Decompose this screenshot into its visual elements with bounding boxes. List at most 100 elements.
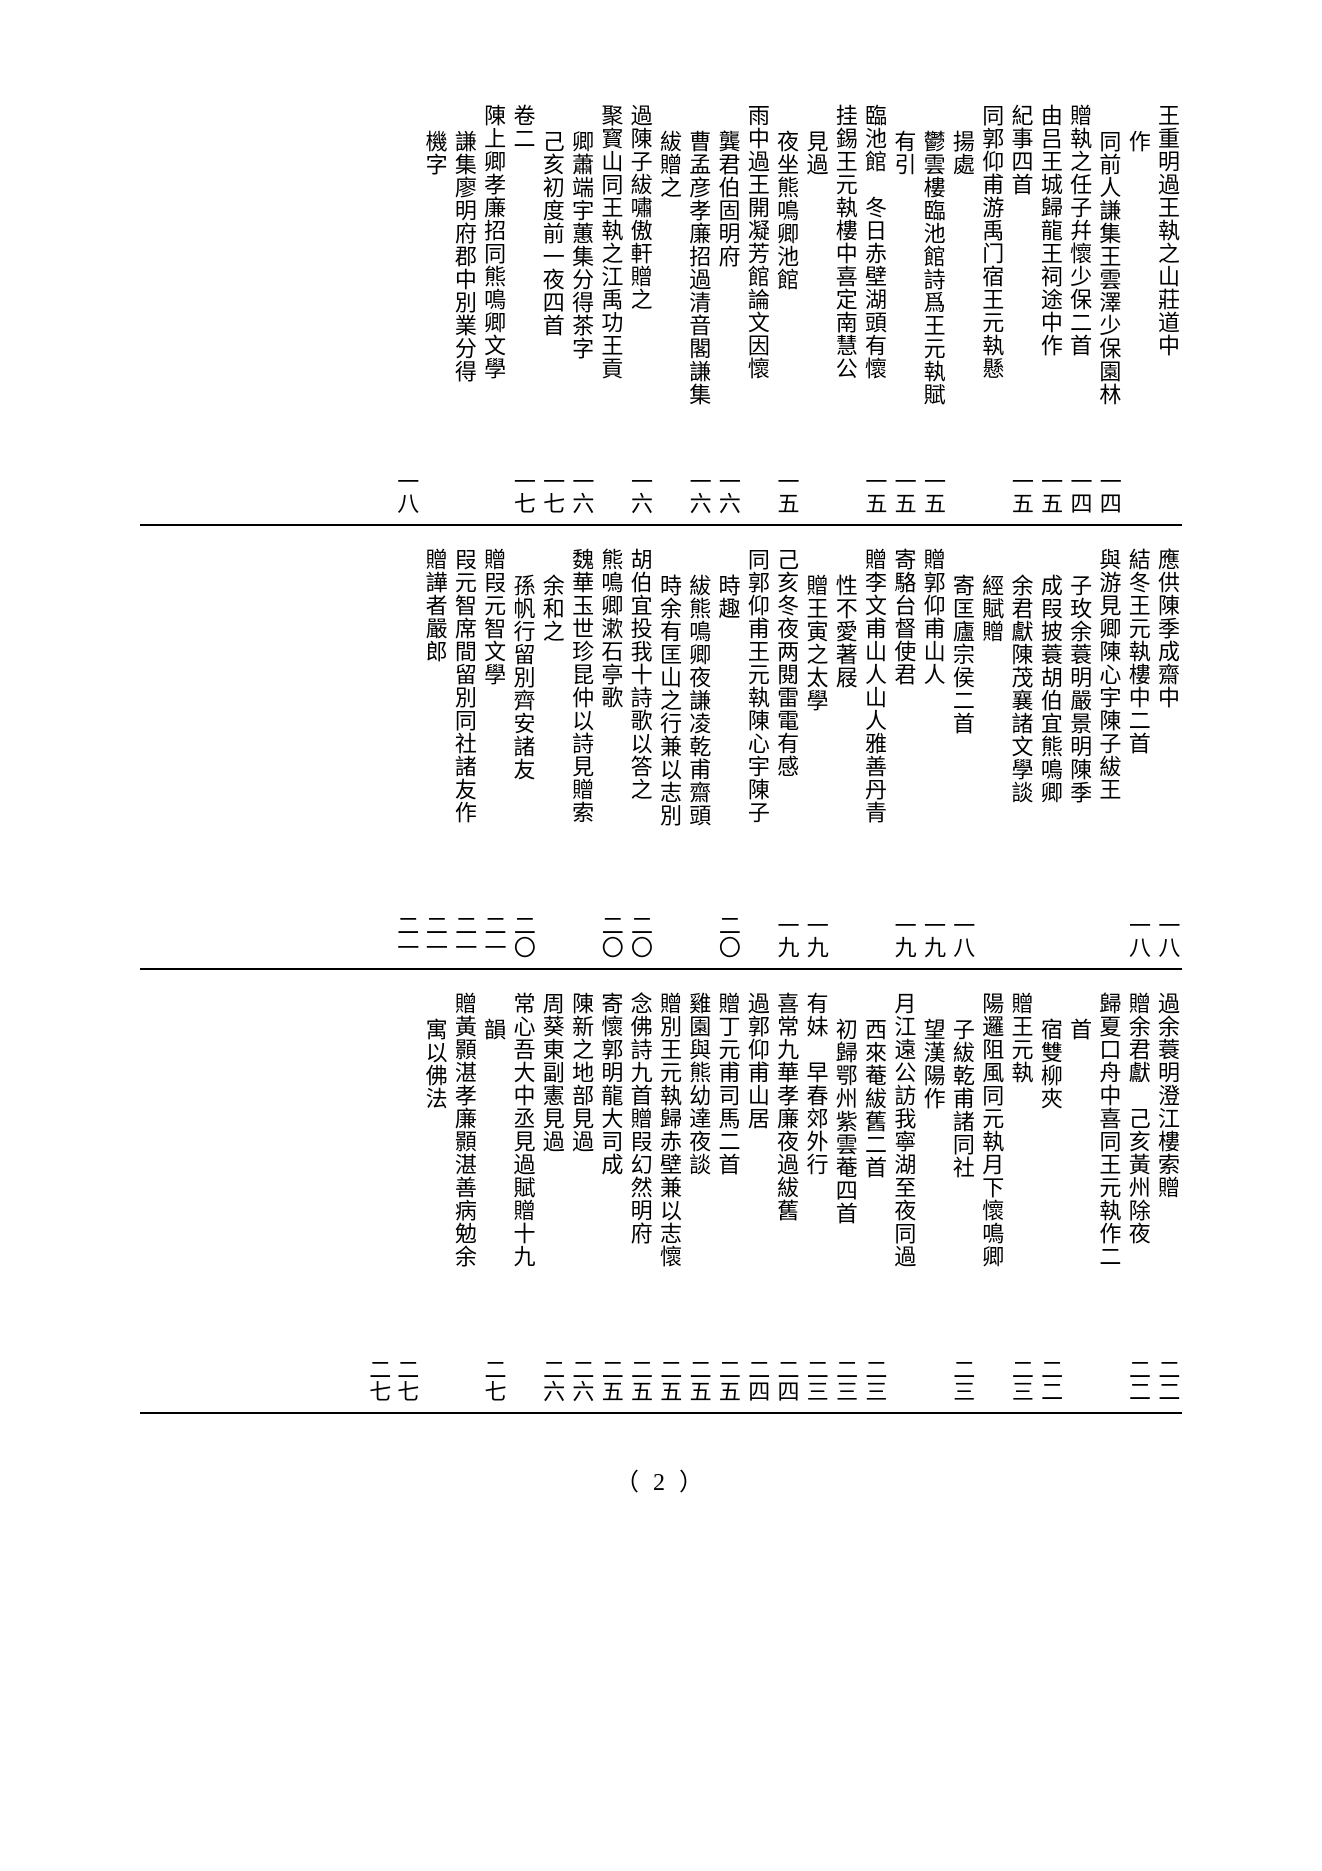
toc-entry-title: 挂錫王元執樓中喜定南慧公 [832,104,857,380]
toc-page-number: 一六 [688,470,710,514]
toc-entry-title: 子玫余蓑明嚴景明陳季 [1067,548,1092,804]
toc-title-area: 陽邏阻風同元執月下懷鳴卿 [979,988,1004,1352]
toc-page-area: 二二 [1039,1358,1061,1402]
toc-title-area: 贈譁者嚴郎 [422,544,447,908]
toc-title-area: 過郭仰甫山居 [745,988,770,1352]
toc-page-number: 二五 [629,1358,651,1402]
toc-page-number: 二一 [453,914,475,958]
toc-entry-title: 己亥冬夜两閱雷電有感 [774,548,799,778]
toc-entry-title: 宿雙柳夾 [1038,992,1063,1110]
toc-title-area: 王重明過王執之山莊道中 [1155,100,1180,464]
toc-page-area: 二〇 [717,914,739,958]
toc-entry-title: 過余蓑明澄江樓索贈 [1155,992,1180,1199]
toc-entry-title: 時余有匡山之行兼以志別 [657,548,682,827]
toc-page-area: 一五 [893,470,915,514]
toc-page-number: 二〇 [512,914,534,958]
toc-title-area: 西來菴紱舊二首 [862,988,887,1352]
toc-entry-title: 西來菴紱舊二首 [862,992,887,1179]
toc-page-area: 一五 [863,470,885,514]
toc-entry-column: 同前人謙集王雲澤少保園林一四 [1096,100,1121,514]
toc-entry-column: 性不愛著屐 [832,544,857,958]
toc-title-area: 胡伯宜投我十詩歌以答之 [627,544,652,908]
toc-entry-column: 雨中過王開凝芳館論文因懷 [745,100,770,514]
toc-page-area: 二一 [395,914,417,958]
toc-entry-column: 與游見卿陳心宇陳子紱王 [1096,544,1121,958]
toc-entry-title: 紱熊鳴卿夜謙凌乾甫齋頭 [686,548,711,827]
toc-entry-title: 常心吾大中丞見過賦贈十九 [510,992,535,1268]
toc-page-area: 一九 [922,914,944,958]
toc-title-area: 紀事四首 [1008,100,1033,464]
toc-entry-column: 喜常九華孝廉夜過紱舊二四 [774,988,799,1402]
toc-title-area: 望漢陽作 [920,988,945,1352]
toc-entry-title: 孫帆行留別齊安諸友 [510,548,535,781]
toc-entry-column: 常心吾大中丞見過賦贈十九 [510,988,535,1402]
toc-entry-column: 贈李文甫山人山人雅善丹青 [862,544,887,958]
toc-entry-title: 贈譁者嚴郎 [422,548,447,663]
toc-title-area: 陳新之地部見過 [569,988,594,1352]
toc-page-area: 一五 [1010,470,1032,514]
toc-title-area: 由吕王城歸龍王祠途中作 [1038,100,1063,464]
toc-entry-column: 贈執之任子幷懷少保二首一四 [1067,100,1092,514]
toc-page-number: 二三 [863,1358,885,1402]
toc-page-number: 二五 [717,1358,739,1402]
toc-entry-title: 望漢陽作 [920,992,945,1110]
toc-entry-column: 紱贈之 [657,100,682,514]
toc-page-area: 一八 [395,470,417,514]
toc-title-area: 魏華玉世珍昆仲以詩見贈索 [569,544,594,908]
toc-entry-column: 陳新之地部見過二六 [569,988,594,1402]
toc-entry-column: 臨池館 冬日赤壁湖頭有懷一五 [862,100,887,514]
toc-page-number: 一五 [893,470,915,514]
toc-title-area: 同郭仰甫王元執陳心宇陳子 [745,544,770,908]
toc-entry-column: 寄匡廬宗侯二首一八 [950,544,975,958]
toc-title-area: 同郭仰甫游禹门宿王元執懸 [979,100,1004,464]
toc-page-number: 二五 [688,1358,710,1402]
toc-page-number: 一五 [922,470,944,514]
toc-title-area: 常心吾大中丞見過賦贈十九 [510,988,535,1352]
toc-page-area: 二三 [834,1358,856,1402]
toc-page-number: 二二 [1039,1358,1061,1402]
toc-title-area: 歸夏口舟中喜同王元執作二 [1096,988,1121,1352]
toc-page-area: 一四 [1098,470,1120,514]
toc-entry-column: 贈余君獻 己亥黃州除夜二二 [1125,988,1150,1402]
toc-entry-column: 贈王元執二三 [1008,988,1033,1402]
toc-entry-title: 余和之 [539,548,564,643]
toc-page-area: 二七 [483,1358,505,1402]
toc-entry-title: 魏華玉世珍昆仲以詩見贈索 [569,548,594,824]
toc-section: 過余蓑明澄江樓索贈二二贈余君獻 己亥黃州除夜二二歸夏口舟中喜同王元執作二首宿雙柳… [140,988,1182,1402]
toc-page-number: 一四 [1068,470,1090,514]
toc-entry-title: 過郭仰甫山居 [745,992,770,1130]
toc-title-area: 宿雙柳夾 [1038,988,1063,1352]
toc-entry-title: 胡伯宜投我十詩歌以答之 [627,548,652,801]
toc-title-area: 子紱乾甫諸同社 [950,988,975,1352]
toc-entry-column: 余君獻陳茂襄諸文學談 [1008,544,1033,958]
toc-entry-title: 贈黃顥湛孝廉顥湛善病勉余 [452,992,477,1268]
toc-title-area: 寓以佛法 [422,988,447,1352]
toc-title-area: 寄懷郭明龍大司成 [598,988,623,1352]
toc-entry-column: 紀事四首一五 [1008,100,1033,514]
toc-entry-column: 見過 [803,100,828,514]
page-number: （ 2 ） [140,1462,1182,1497]
toc-page-area: 二七 [367,1358,389,1402]
toc-title-area: 贈王元執 [1008,988,1033,1352]
toc-page-number: 二〇 [629,914,651,958]
toc-entry-title: 作 [1125,104,1150,153]
toc-title-area: 子玫余蓑明嚴景明陳季 [1067,544,1092,908]
toc-entry-title: 臨池館 冬日赤壁湖頭有懷 [862,104,887,380]
toc-entry-title: 見過 [803,104,828,176]
toc-title-area: 時趣 [715,544,740,908]
toc-title-area: 初歸鄂州紫雲菴四首 [832,988,857,1352]
toc-title-area: 熊鳴卿漱石亭歌 [598,544,623,908]
toc-page-number: 一八 [1127,914,1149,958]
toc-entry-column: 贈譁者嚴郎二一 [422,544,447,958]
toc-title-area: 作 [1125,100,1150,464]
toc-title-area: 揚處 [950,100,975,464]
toc-page-area: 二三 [951,1358,973,1402]
toc-entry-column: 卿蕭端宇蕙集分得茶字一六 [569,100,594,514]
toc-entry-column: 二一 [394,544,418,958]
toc-title-area: 贈王寅之太學 [803,544,828,908]
toc-entry-title: 余君獻陳茂襄諸文學談 [1008,548,1033,804]
toc-page-area: 二六 [570,1358,592,1402]
toc-entry-title: 過陳子紱嘯傲軒贈之 [627,104,652,311]
toc-entry-title: 紀事四首 [1008,104,1033,196]
toc-title-area: 贈別王元執歸赤壁兼以志懷 [657,988,682,1352]
